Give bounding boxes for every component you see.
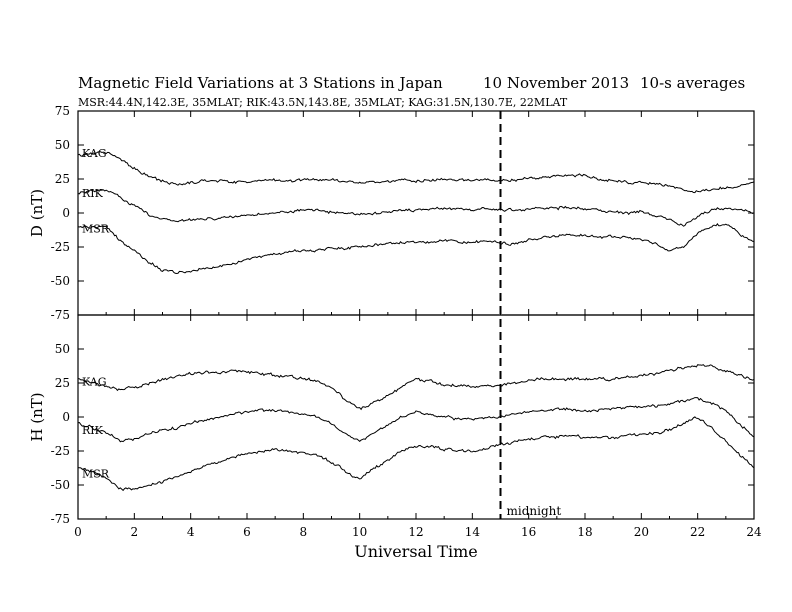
series-line-kag-d: [77, 151, 755, 194]
x-tick-label: 6: [243, 525, 251, 539]
series-line-msr-d: [77, 223, 755, 275]
x-tick-label: 20: [634, 525, 649, 539]
x-tick-label: 4: [187, 525, 195, 539]
x-tick-label: 22: [690, 525, 705, 539]
series-label-msr-h: MSR: [82, 467, 110, 480]
y-tick-label-h: 50: [55, 342, 70, 356]
chart-date: 10 November 2013: [483, 74, 629, 92]
x-tick-label: 16: [521, 525, 536, 539]
series-line-kag-h: [77, 364, 755, 411]
y-tick-label-h: -25: [51, 444, 70, 458]
x-tick-label: 0: [74, 525, 82, 539]
y-tick-label-d: -75: [51, 308, 70, 322]
midnight-label: midnight: [507, 504, 562, 518]
series-label-rik-d: RIK: [82, 187, 104, 200]
y-tick-label-h: -75: [51, 512, 70, 526]
x-tick-label: 10: [352, 525, 367, 539]
series-label-kag-h: KAG: [82, 376, 107, 389]
stations-line: MSR:44.4N,142.3E, 35MLAT; RIK:43.5N,143.…: [78, 96, 568, 109]
x-tick-label: 12: [408, 525, 423, 539]
series-label-rik-h: RIK: [82, 424, 104, 437]
series-line-rik-h: [77, 397, 755, 443]
y-axis-label-h: H (nT): [28, 392, 46, 441]
series-label-kag-d: KAG: [82, 147, 107, 160]
x-tick-label: 24: [746, 525, 762, 539]
x-tick-label: 8: [300, 525, 308, 539]
x-tick-label: 18: [577, 525, 592, 539]
y-axis-label-d: D (nT): [28, 189, 46, 237]
x-axis-label: Universal Time: [354, 542, 477, 561]
y-tick-label-d: -25: [51, 240, 70, 254]
plot-frame-h: [77, 314, 755, 520]
y-tick-label-d: 75: [55, 104, 70, 118]
series-line-msr-h: [77, 416, 755, 492]
panel-d: -75 -50 -25 0 25 50 75 D (nT) KAG RIK MSR: [28, 104, 755, 322]
series-line-rik-d: [77, 189, 755, 227]
y-tick-label-d: 25: [55, 172, 70, 186]
chart-averaging: 10-s averages: [640, 74, 745, 92]
x-tick-label: 14: [465, 525, 481, 539]
y-tick-label-h: 25: [55, 376, 70, 390]
y-tick-label-d: 50: [55, 138, 70, 152]
plot-frame-d: [77, 110, 755, 316]
y-tick-label-d: -50: [51, 274, 70, 288]
x-tick-label: 2: [131, 525, 139, 539]
chart-title: Magnetic Field Variations at 3 Stations …: [78, 74, 443, 92]
y-tick-label-h: 0: [62, 410, 70, 424]
y-tick-label-h: -50: [51, 478, 70, 492]
series-label-msr-d: MSR: [82, 223, 110, 236]
y-tick-label-d: 0: [62, 206, 70, 220]
